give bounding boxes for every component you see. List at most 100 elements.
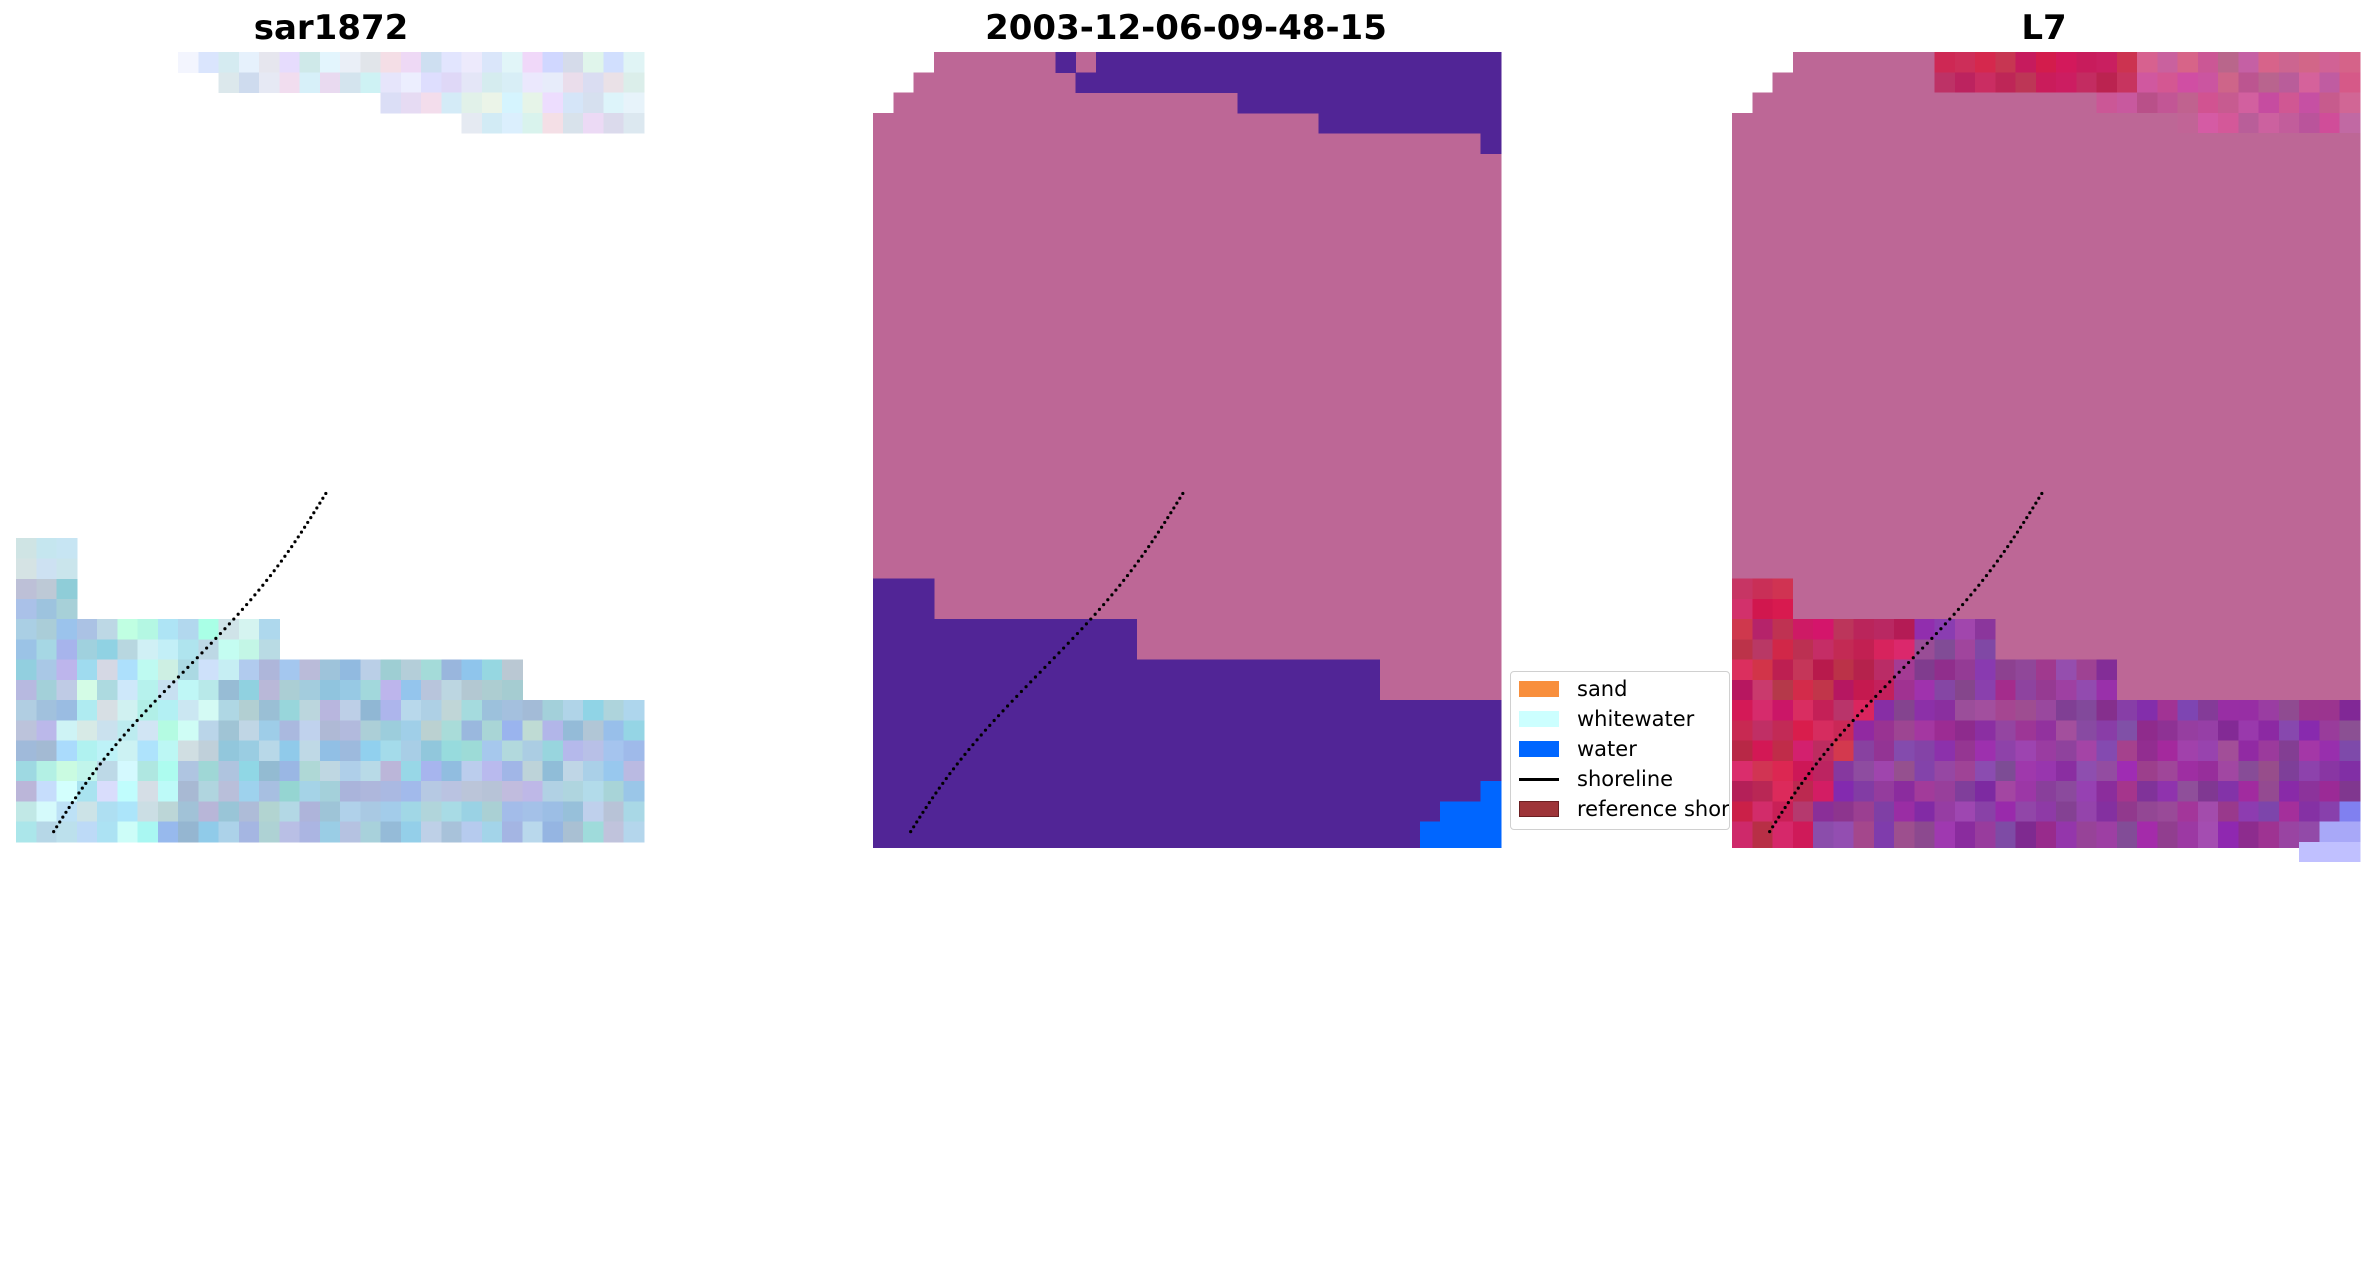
legend-label-water: water: [1577, 737, 1637, 761]
shoreline-point: [218, 631, 223, 636]
shoreline-point: [272, 569, 276, 573]
shoreline-point: [309, 516, 313, 520]
shoreline-point: [240, 607, 245, 611]
legend-label-shoreline: shoreline: [1577, 767, 1674, 791]
shoreline-point: [74, 796, 78, 800]
legend-item-water: water: [1519, 737, 1637, 761]
shoreline-point: [172, 680, 176, 684]
shoreline-point: [1977, 583, 1981, 587]
shoreline-point: [1172, 506, 1176, 510]
shoreline-point: [102, 757, 106, 761]
legend-item-sand: sand: [1519, 677, 1627, 701]
shoreline-point: [1047, 660, 1052, 665]
shoreline-point: [955, 762, 959, 766]
shoreline-point: [2012, 535, 2016, 539]
shoreline-point: [1834, 738, 1838, 742]
shoreline-point: [1934, 631, 1939, 636]
shoreline-point: [1029, 680, 1033, 684]
shoreline-point: [931, 796, 935, 800]
shoreline-point: [1160, 525, 1164, 529]
shoreline-point: [1888, 680, 1892, 684]
shoreline-point: [988, 723, 992, 727]
shoreline-point: [303, 525, 307, 529]
shoreline-point: [1969, 593, 1973, 597]
shoreline-point: [1869, 699, 1873, 703]
shoreline-point: [61, 815, 65, 819]
shoreline-point: [1150, 540, 1154, 544]
shoreline-point: [1921, 646, 1925, 650]
shoreline-point: [2019, 525, 2023, 529]
shoreline-point: [2009, 540, 2013, 544]
shoreline-point: [963, 752, 967, 756]
shoreline-point: [1071, 636, 1075, 640]
shoreline-point: [1800, 781, 1804, 785]
shoreline-point: [924, 805, 928, 810]
shoreline-point: [232, 617, 236, 621]
shoreline-point: [921, 810, 925, 814]
shoreline-point: [1015, 694, 1019, 698]
shoreline-point: [114, 743, 118, 747]
shoreline-point: [1106, 598, 1110, 602]
shoreline-point: [1093, 612, 1097, 616]
shoreline-point: [1084, 622, 1088, 626]
shoreline-point: [2034, 501, 2038, 505]
shoreline-point: [80, 786, 84, 790]
shoreline-point: [1814, 762, 1818, 766]
legend-item-shoreline: shoreline: [1519, 767, 1673, 791]
shoreline-point: [1874, 694, 1878, 698]
shoreline-point: [1796, 786, 1800, 790]
shoreline-point: [1075, 631, 1080, 636]
shoreline-point: [77, 791, 81, 795]
shoreline-point: [181, 670, 185, 674]
shoreline-point: [1122, 578, 1126, 583]
sand-swatch: [1519, 681, 1559, 697]
shoreline-point: [1810, 767, 1815, 771]
legend-label-reference-shoreline: reference shoreline: [1577, 797, 1730, 821]
shoreline-point: [971, 743, 975, 747]
shoreline-point: [1961, 602, 1965, 607]
shoreline-point: [1906, 660, 1911, 665]
shoreline-point: [951, 767, 956, 771]
shoreline-point: [944, 776, 948, 781]
legend: sand whitewater water shoreline referenc…: [1510, 671, 1730, 830]
shoreline-point: [2022, 520, 2026, 525]
shoreline-point: [1838, 733, 1842, 737]
shoreline-point: [148, 704, 153, 708]
shoreline-point: [1038, 670, 1042, 674]
shoreline-point: [1136, 559, 1140, 563]
shoreline-point: [941, 781, 945, 785]
shoreline-point: [915, 820, 919, 824]
shoreline-point: [1981, 578, 1985, 583]
shoreline-point: [283, 554, 287, 558]
shoreline-point: [200, 651, 204, 655]
shoreline-point: [983, 728, 988, 732]
shoreline-point: [1175, 501, 1179, 505]
shoreline-point: [1988, 569, 1992, 573]
legend-label-sand: sand: [1577, 677, 1628, 701]
shoreline-point: [186, 665, 190, 669]
shoreline-point: [979, 733, 983, 737]
shoreline-point: [1911, 656, 1915, 660]
shoreline-point: [1892, 675, 1897, 679]
shoreline-point: [1818, 757, 1822, 761]
shoreline-point: [1999, 554, 2003, 558]
shoreline-point: [1089, 617, 1093, 621]
shoreline-point: [1052, 656, 1056, 660]
shoreline-point: [118, 738, 122, 742]
reference-shoreline-swatch: [1519, 801, 1559, 817]
shoreline-point: [1777, 815, 1781, 819]
shoreline-point: [1822, 752, 1826, 756]
shoreline-point: [318, 501, 322, 505]
shoreline-point: [110, 747, 114, 752]
shoreline-point: [236, 612, 240, 616]
shoreline-point: [261, 583, 265, 587]
shoreline-point: [909, 830, 913, 834]
shoreline-point: [912, 825, 916, 829]
shoreline-point: [139, 714, 144, 718]
shoreline-point: [144, 709, 148, 713]
shoreline-point: [324, 491, 328, 496]
shoreline-point: [286, 549, 290, 554]
shoreline-point: [67, 805, 71, 810]
shoreline-point: [934, 791, 938, 795]
